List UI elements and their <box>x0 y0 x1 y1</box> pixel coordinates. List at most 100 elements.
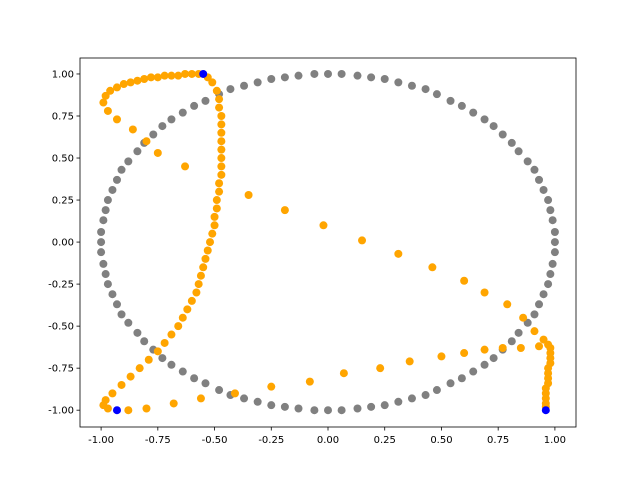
point <box>319 221 328 230</box>
point <box>407 394 416 403</box>
x-tick-label: 0.50 <box>430 435 452 446</box>
point <box>160 338 169 347</box>
point <box>267 75 276 84</box>
point <box>446 379 455 388</box>
point <box>142 404 151 413</box>
point <box>183 305 192 314</box>
point <box>133 76 142 85</box>
y-tick-label: 0.75 <box>52 111 74 122</box>
point <box>158 354 167 363</box>
point <box>101 206 110 215</box>
point <box>167 71 176 80</box>
point <box>550 227 559 236</box>
point <box>507 337 516 346</box>
point <box>112 175 121 184</box>
point <box>305 377 314 386</box>
point <box>133 147 142 156</box>
point <box>206 238 215 247</box>
point <box>544 196 553 205</box>
point <box>212 196 221 205</box>
point <box>548 216 557 225</box>
point <box>469 108 478 117</box>
point <box>103 106 112 115</box>
point <box>190 101 199 110</box>
point <box>117 310 126 319</box>
point <box>217 137 226 146</box>
point <box>324 69 332 78</box>
point <box>469 367 478 376</box>
y-tick-label: -0.75 <box>48 364 74 375</box>
point <box>178 313 187 322</box>
point <box>199 263 208 272</box>
point <box>217 154 226 163</box>
point <box>215 386 224 395</box>
point <box>167 330 176 339</box>
point <box>174 71 183 80</box>
point <box>212 204 221 213</box>
point <box>280 73 289 82</box>
point <box>337 406 346 415</box>
point <box>187 69 196 78</box>
y-tick-label: 0.00 <box>52 238 74 249</box>
point <box>498 343 507 352</box>
point <box>97 227 106 236</box>
point <box>215 103 224 112</box>
point <box>210 212 219 221</box>
point <box>535 175 544 184</box>
point <box>541 406 550 415</box>
point <box>489 122 498 131</box>
point <box>99 259 108 268</box>
point <box>480 288 489 297</box>
point <box>421 85 430 94</box>
point <box>230 389 239 398</box>
point <box>167 360 176 369</box>
point <box>215 95 224 104</box>
point <box>160 71 169 80</box>
point <box>124 406 133 415</box>
point <box>208 229 217 238</box>
point <box>97 238 106 247</box>
y-tick-label: 0.25 <box>52 196 74 207</box>
y-tick-label: 0.50 <box>52 154 74 165</box>
point <box>507 138 516 147</box>
point <box>294 404 303 413</box>
point <box>380 401 389 410</box>
point <box>324 406 332 415</box>
point <box>358 236 367 245</box>
point <box>523 157 532 166</box>
point <box>196 271 205 280</box>
point <box>226 85 235 94</box>
point <box>190 374 199 383</box>
point <box>460 276 469 285</box>
point <box>498 130 507 139</box>
point <box>108 290 117 299</box>
point <box>432 386 441 395</box>
point <box>112 83 121 92</box>
point <box>133 328 142 337</box>
point <box>201 379 210 388</box>
point <box>153 148 162 157</box>
y-tick-label: -0.50 <box>48 322 74 333</box>
point <box>178 108 187 117</box>
point <box>376 364 385 373</box>
point <box>192 288 201 297</box>
point <box>174 322 183 331</box>
point <box>240 394 249 403</box>
point <box>103 196 112 205</box>
point <box>353 404 362 413</box>
point <box>201 254 210 263</box>
point <box>101 91 110 100</box>
point <box>212 86 221 95</box>
plot-area <box>80 58 576 427</box>
point <box>457 101 466 110</box>
point <box>310 69 319 78</box>
point <box>153 73 162 82</box>
point <box>178 367 187 376</box>
point <box>199 69 208 78</box>
point <box>460 349 469 358</box>
point <box>217 145 226 154</box>
point <box>169 399 178 408</box>
point <box>153 347 162 356</box>
point <box>514 147 523 156</box>
